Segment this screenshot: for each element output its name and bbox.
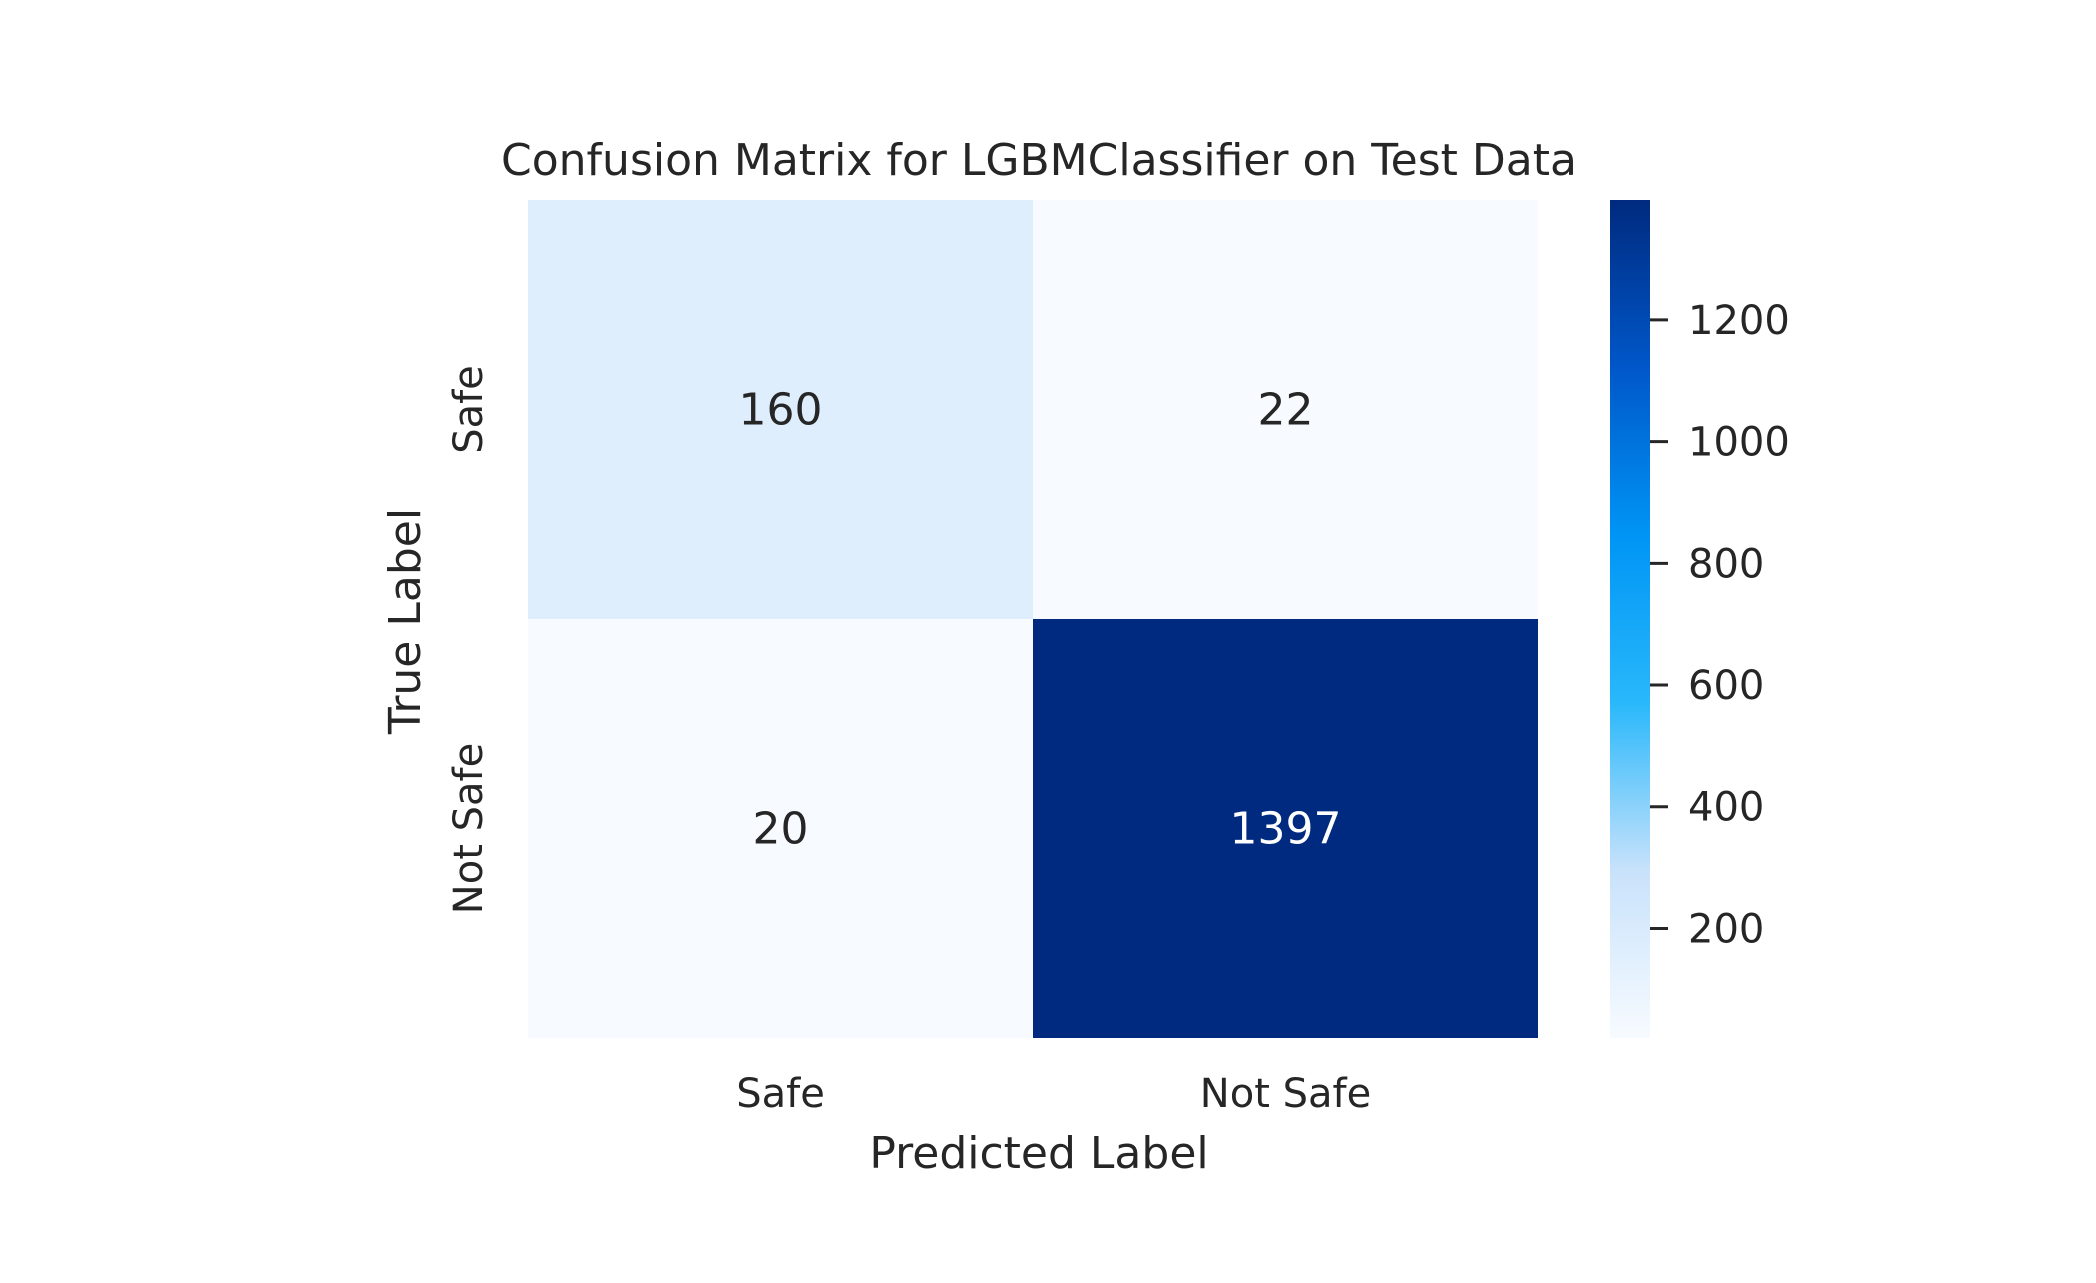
colorbar-tick-label: 400 — [1688, 785, 1764, 831]
heatmap-cell — [528, 619, 1033, 1038]
colorbar-ticks: 200 400 600 800 1000 1200 — [1650, 298, 1790, 952]
heatmap-cells: 160 22 20 1397 — [528, 200, 1538, 1038]
heatmap-cell — [1033, 619, 1538, 1038]
cell-value-label: 160 — [739, 385, 823, 436]
x-tick-label: Not Safe — [1200, 1071, 1371, 1117]
colorbar-tick-label: 1200 — [1688, 298, 1790, 344]
colorbar-tick-label: 800 — [1688, 541, 1764, 587]
colorbar-tick-label: 600 — [1688, 663, 1764, 709]
y-axis-ticks: Safe Not Safe — [446, 365, 492, 914]
colorbar-tick-label: 200 — [1688, 906, 1764, 952]
cell-value-label: 20 — [753, 804, 809, 855]
y-tick-label: Not Safe — [446, 743, 492, 914]
cell-value-label: 22 — [1258, 385, 1314, 436]
colorbar — [1610, 200, 1650, 1038]
colorbar-tick-label: 1000 — [1688, 420, 1790, 466]
y-tick-label: Safe — [446, 365, 492, 454]
y-axis-label: True Label — [380, 508, 431, 735]
cell-value-label: 1397 — [1230, 804, 1342, 855]
chart-title: Confusion Matrix for LGBMClassifier on T… — [501, 135, 1577, 186]
x-axis-ticks: Safe Not Safe — [736, 1071, 1371, 1117]
x-tick-label: Safe — [736, 1071, 825, 1117]
heatmap-cell — [528, 200, 1033, 619]
heatmap-cell — [1033, 200, 1538, 619]
x-axis-label: Predicted Label — [869, 1128, 1208, 1179]
